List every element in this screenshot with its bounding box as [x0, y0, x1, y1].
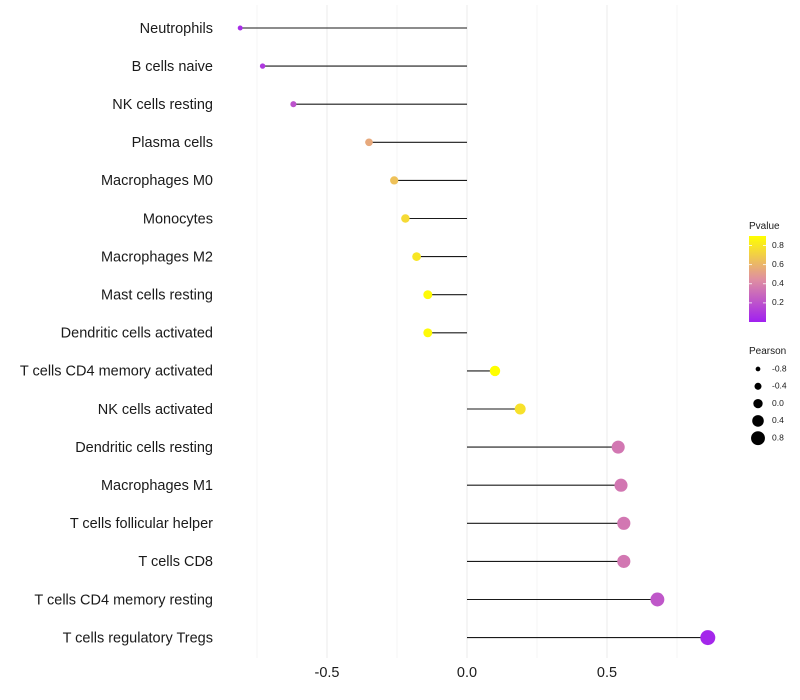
pearson-legend-label: -0.8 — [772, 363, 787, 373]
pearson-legend-key — [751, 431, 765, 446]
pearson-legend-title: Pearson — [749, 346, 786, 357]
pearson-legend-label: 0.4 — [772, 415, 784, 425]
data-point — [412, 252, 421, 261]
lollipop-points — [237, 25, 716, 646]
data-point — [617, 554, 631, 568]
x-tick-label: -0.5 — [315, 665, 340, 681]
y-tick-label: Macrophages M0 — [101, 173, 213, 189]
pearson-legend-label: -0.4 — [772, 381, 787, 391]
grid-lines — [256, 5, 678, 658]
y-tick-label: T cells follicular helper — [70, 516, 213, 532]
y-axis-labels: Neutrophils B cells naive NK cells resting… — [20, 21, 213, 647]
y-tick-label: Macrophages M1 — [101, 478, 213, 494]
pearson-legend-key — [755, 366, 761, 372]
data-point — [611, 440, 625, 454]
y-tick-label: B cells naive — [132, 59, 213, 75]
pvalue-legend-tick: 0.8 — [772, 240, 784, 250]
pearson-legend: Pearson -0.8 -0.4 0.0 0.4 0.8 — [749, 346, 787, 446]
pearson-legend-key — [752, 415, 764, 427]
data-point — [290, 101, 297, 108]
pvalue-colorbar — [749, 236, 766, 322]
data-point — [617, 516, 631, 530]
data-point — [423, 328, 433, 338]
pvalue-legend-tick: 0.6 — [772, 259, 784, 269]
pvalue-legend-tick: 0.4 — [772, 278, 784, 288]
pvalue-legend-title: Pvalue — [749, 221, 780, 232]
x-tick-label: 0.0 — [457, 665, 477, 681]
x-axis-labels: -0.5 0.0 0.5 — [315, 665, 618, 681]
data-point — [650, 592, 665, 607]
pearson-legend-label: 0.0 — [772, 398, 784, 408]
data-point — [423, 290, 433, 300]
y-tick-label: T cells CD4 memory resting — [34, 592, 213, 608]
y-tick-label: T cells CD8 — [138, 554, 213, 570]
y-tick-label: Neutrophils — [140, 21, 213, 37]
data-point — [365, 138, 373, 147]
data-point — [259, 63, 266, 69]
data-point — [614, 478, 628, 492]
y-tick-label: T cells CD4 memory activated — [20, 364, 213, 380]
x-tick-label: 0.5 — [597, 665, 617, 681]
pearson-legend-key — [753, 398, 763, 409]
pvalue-legend-tick: 0.2 — [772, 297, 784, 307]
data-point — [700, 630, 716, 646]
data-point — [237, 25, 243, 31]
pvalue-legend: Pvalue 0.2 0.4 0.6 0.8 — [749, 221, 784, 322]
y-tick-label: Monocytes — [143, 211, 213, 227]
data-point — [390, 176, 399, 185]
pearson-legend-key — [754, 382, 762, 390]
lollipop-stems — [240, 27, 708, 639]
data-point — [489, 365, 501, 377]
pearson-legend-label: 0.8 — [772, 432, 784, 442]
y-tick-label: NK cells activated — [98, 402, 213, 418]
data-point — [514, 403, 526, 415]
y-tick-label: Macrophages M2 — [101, 249, 213, 265]
data-point — [401, 214, 410, 223]
y-tick-label: Mast cells resting — [101, 288, 213, 304]
y-tick-label: NK cells resting — [112, 97, 213, 113]
y-tick-label: T cells regulatory Tregs — [63, 630, 213, 646]
y-tick-label: Dendritic cells resting — [75, 440, 213, 456]
y-tick-label: Plasma cells — [132, 135, 213, 151]
y-tick-label: Dendritic cells activated — [61, 326, 213, 342]
